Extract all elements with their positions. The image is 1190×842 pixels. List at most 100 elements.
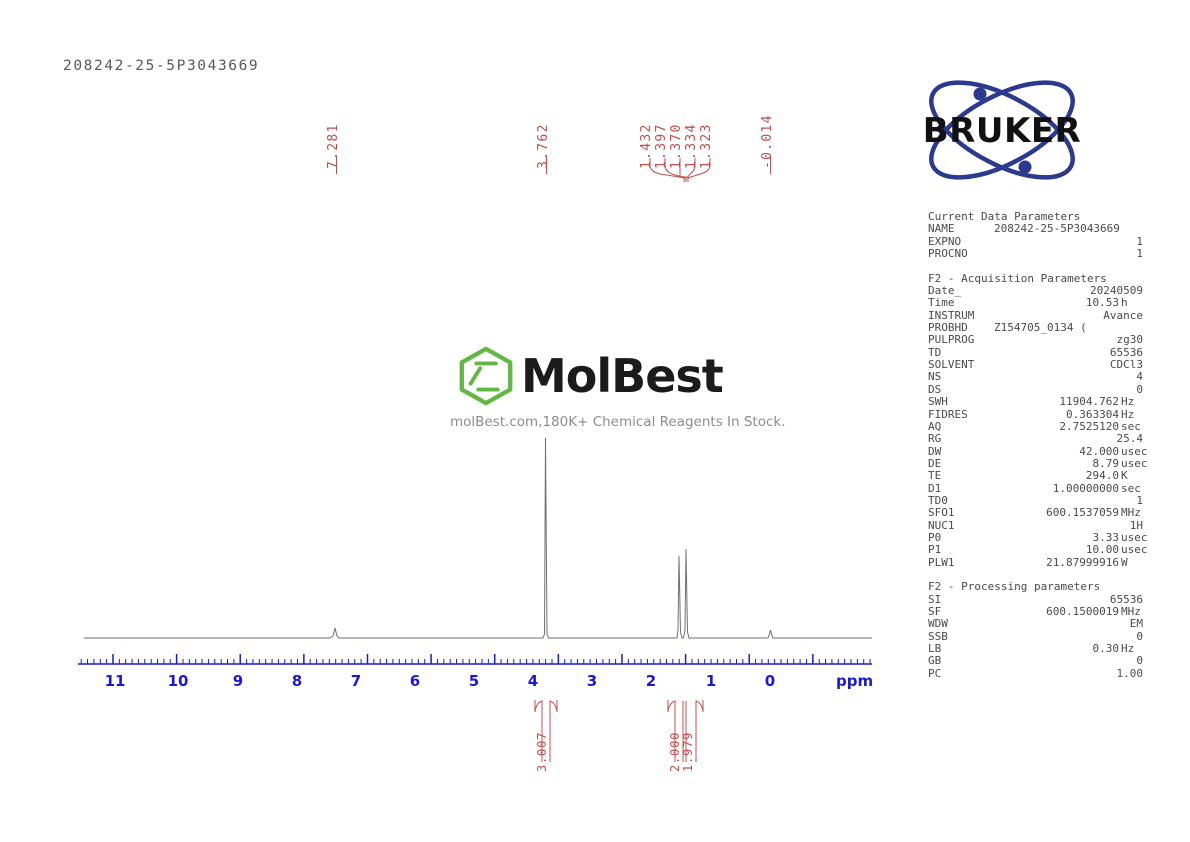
axis-tick-label: 5	[468, 672, 480, 690]
parameter-row: DW 42.000 usec	[928, 444, 1148, 458]
peak-label: -0.014	[760, 114, 775, 169]
parameter-key: SFO1	[928, 506, 955, 520]
parameter-key: GB	[928, 654, 942, 668]
parameter-key: INSTRUM	[928, 308, 975, 322]
parameter-unit: sec	[1121, 419, 1141, 433]
parameter-value: Avance	[1103, 308, 1143, 322]
parameter-value: 8.79	[1092, 456, 1120, 470]
parameter-key: PC	[928, 666, 942, 680]
parameter-value: Z154705_0134 (	[994, 321, 1087, 335]
peak-tick	[336, 156, 337, 174]
hexagon-icon	[459, 346, 513, 406]
parameter-row: NS 4	[928, 370, 1143, 384]
parameter-value: CDCl3	[1109, 358, 1143, 372]
parameter-row: PULPROG zg30	[928, 333, 1144, 347]
parameter-row: Time 10.53 h	[928, 296, 1143, 310]
axis-tick-label: 7	[350, 672, 362, 690]
parameter-row: RG 25.4	[928, 432, 1144, 446]
axis-tick-label: 9	[232, 672, 244, 690]
parameter-row: SSB 0	[928, 629, 1143, 643]
parameter-row: GB 0	[928, 654, 1143, 668]
parameter-key: Date_	[928, 284, 962, 298]
parameter-key: SF	[928, 605, 942, 618]
parameter-row: TD 65536	[928, 345, 1143, 359]
axis-tick-label: 4	[527, 672, 539, 690]
parameter-row: FIDRES 0.363304 Hz	[928, 407, 1143, 421]
parameter-key: NAME	[928, 222, 955, 236]
axis-unit-label: ppm	[836, 672, 874, 690]
parameter-key: LB	[928, 642, 942, 656]
parameter-unit: sec	[1121, 481, 1141, 495]
parameter-section-spacer	[928, 260, 1143, 272]
parameter-row: EXPNO 1	[928, 234, 1143, 248]
parameter-value: 0.363304	[1066, 407, 1119, 421]
parameter-unit: MHz	[1121, 506, 1141, 520]
integral-value: 3.007	[535, 731, 549, 772]
parameter-row: INSTRUM Avance	[928, 308, 1143, 322]
parameter-row: SWH 11904.762 Hz	[928, 395, 1143, 408]
parameter-value: 0	[1136, 382, 1143, 396]
parameter-value: 25.4	[1116, 432, 1144, 446]
parameter-key: FIDRES	[928, 407, 968, 421]
parameter-unit: Hz	[1121, 642, 1135, 656]
parameter-value: 65536	[1109, 345, 1143, 359]
parameter-unit: usec	[1121, 543, 1148, 557]
parameter-value: 1	[1136, 234, 1143, 248]
watermark-tagline: molBest.com,180K+ Chemical Reagents In S…	[450, 414, 786, 430]
axis-tick-label: 6	[409, 672, 421, 690]
parameter-unit: Hz	[1121, 407, 1135, 421]
parameter-unit: usec	[1121, 444, 1148, 458]
axis-tick-label: 8	[291, 672, 303, 690]
parameter-key: DS	[928, 382, 942, 396]
parameter-section-heading: F2 - Acquisition Parameters	[928, 271, 1107, 285]
parameter-value: 1H	[1129, 518, 1143, 532]
parameter-section-heading: Current Data Parameters	[928, 210, 1081, 223]
bruker-logo: BRUKER	[915, 78, 1090, 183]
parameter-row: NAME 208242-25-5P3043669	[928, 222, 1143, 236]
parameter-row: P0 3.33 usec	[928, 530, 1148, 544]
parameter-key: WDW	[928, 617, 948, 631]
parameter-block: Current Data Parameters NAME 208242-25-5P3…	[928, 210, 1148, 680]
parameter-key: P1	[928, 543, 942, 557]
parameter-row: PROCNO 1	[928, 247, 1143, 261]
parameter-value: 1	[1136, 493, 1143, 507]
parameter-key: SSB	[928, 629, 948, 643]
parameter-value: 294.0	[1085, 469, 1119, 483]
parameter-key: PLW1	[928, 555, 955, 569]
parameter-key: RG	[928, 432, 942, 446]
parameter-value: EM	[1129, 617, 1143, 631]
parameter-value: 0	[1136, 629, 1143, 643]
parameter-row: SI 65536	[928, 593, 1143, 606]
parameter-unit: MHz	[1121, 605, 1141, 618]
parameter-row: P1 10.00 usec	[928, 543, 1148, 557]
parameter-value: 10.00	[1085, 543, 1119, 557]
parameter-value: 42.000	[1079, 444, 1119, 458]
parameter-key: NS	[928, 370, 942, 384]
axis-tick-label: 3	[586, 672, 598, 690]
parameter-row: PROBHD Z154705_0134 (	[928, 321, 1143, 335]
parameter-value: 1.00	[1116, 666, 1144, 680]
watermark-logo: MolBest	[455, 345, 724, 407]
integral-value: 1.979	[681, 731, 695, 772]
parameter-unit: h	[1121, 296, 1128, 310]
parameter-value: zg30	[1116, 333, 1144, 347]
parameter-key: Time	[928, 296, 955, 310]
parameter-key: PULPROG	[928, 333, 975, 347]
parameter-key: DW	[928, 444, 942, 458]
parameter-row: D1 1.00000000 sec	[928, 481, 1143, 495]
parameter-row: DS 0	[928, 382, 1143, 396]
parameter-value: 1	[1136, 247, 1143, 261]
parameter-row: Date_ 20240509	[928, 284, 1143, 298]
parameter-value: 3.33	[1092, 530, 1120, 544]
parameter-unit: K	[1121, 469, 1128, 483]
parameter-key: TD	[928, 345, 942, 359]
parameter-value: 10.53	[1085, 296, 1119, 310]
bruker-logo-icon: BRUKER	[923, 80, 1081, 180]
parameter-value: 600.1500019	[1046, 605, 1119, 618]
parameter-row: SFO1 600.1537059 MHz	[928, 506, 1143, 520]
parameter-key: PROCNO	[928, 247, 968, 261]
axis-tick-label: 11	[104, 672, 126, 690]
axis-tick-label: 0	[764, 672, 776, 690]
